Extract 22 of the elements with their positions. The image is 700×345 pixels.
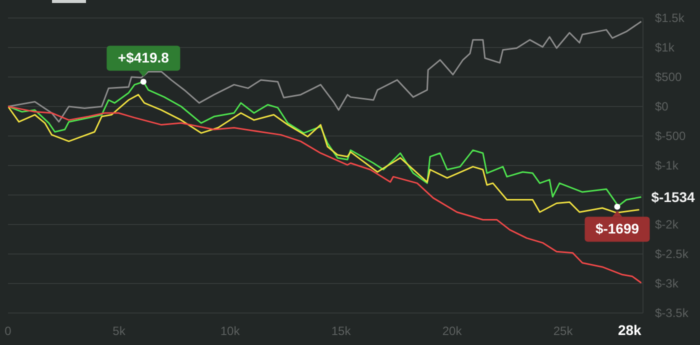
- x-tick-label: 28k: [618, 322, 642, 338]
- line-series: [8, 20, 642, 123]
- y-tick-label: $-1k: [655, 158, 680, 172]
- line-series: [8, 106, 642, 284]
- y-tick-label: $-500: [655, 129, 686, 143]
- annotation: +$419.8: [118, 50, 170, 66]
- annotation: $-1534: [651, 189, 696, 206]
- x-tick-label: 5k: [112, 324, 126, 338]
- y-tick-label: $-2k: [655, 218, 680, 232]
- y-tick-label: $-3k: [655, 276, 680, 290]
- x-tick-label: 0: [4, 324, 12, 338]
- y-tick-label: $1.5k: [655, 11, 686, 25]
- x-tick-label: 25k: [553, 324, 574, 338]
- x-tick-label: 15k: [331, 324, 352, 338]
- y-tick-label: $-2.5k: [655, 247, 690, 261]
- y-tick-label: $500: [655, 70, 682, 84]
- y-tick-label: $0: [655, 100, 669, 114]
- x-tick-label: 20k: [442, 324, 463, 338]
- y-tick-label: $1k: [655, 40, 676, 54]
- y-tick-label: $-3.5k: [655, 306, 690, 320]
- x-tick-label: 10k: [220, 324, 241, 338]
- annotation: $-1699: [595, 220, 640, 237]
